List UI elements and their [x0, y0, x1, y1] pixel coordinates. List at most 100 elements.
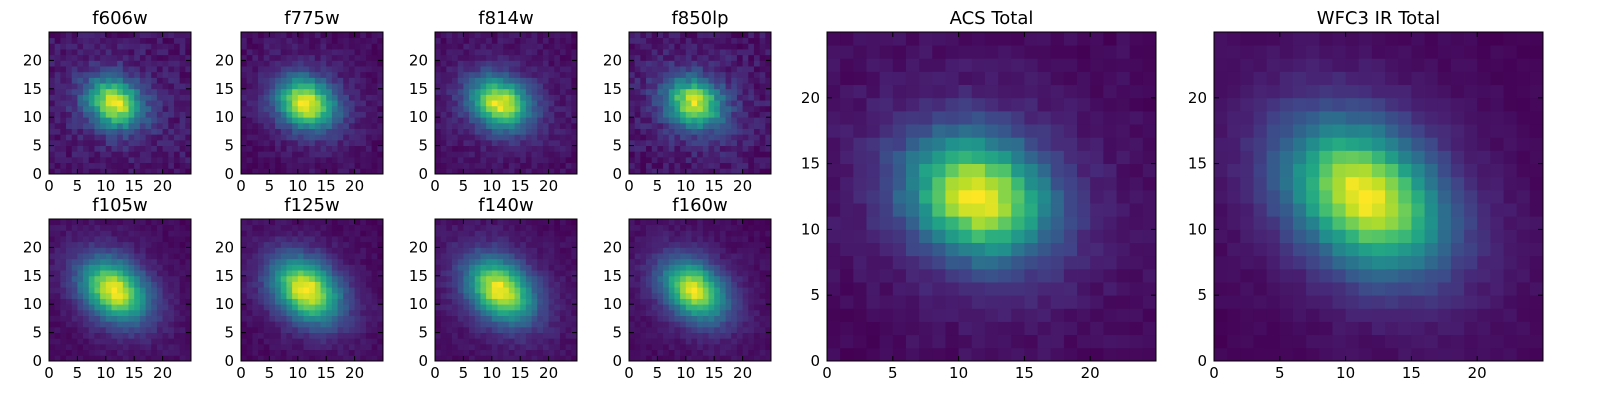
heatmap-cell — [629, 43, 636, 50]
heatmap-cell — [365, 230, 373, 237]
heatmap-cell — [145, 241, 152, 248]
heatmap-cell — [365, 49, 373, 56]
heatmap-cell — [371, 60, 378, 67]
heatmap-cell — [134, 264, 141, 271]
heatmap-cell — [463, 230, 470, 237]
heatmap-cell — [297, 122, 304, 129]
heatmap-cell — [520, 275, 527, 282]
heatmap-cell — [725, 66, 732, 73]
heatmap-cell — [162, 71, 169, 78]
heatmap-cell — [753, 122, 761, 129]
heatmap-cell — [122, 71, 129, 78]
heatmap-cell — [435, 122, 442, 129]
heatmap-cell — [668, 37, 675, 44]
heatmap-cell — [168, 117, 175, 124]
heatmap-cell — [452, 253, 459, 260]
heatmap-cell — [326, 151, 333, 158]
heatmap-cell — [269, 326, 276, 333]
heatmap-cell — [537, 304, 544, 311]
heatmap-cell — [702, 151, 709, 158]
heatmap-cell — [111, 60, 118, 67]
heatmap-cell — [331, 105, 338, 112]
heatmap-cell — [156, 270, 163, 277]
heatmap-cell — [714, 338, 721, 345]
heatmap-cell — [117, 105, 124, 112]
heatmap-cell — [139, 139, 146, 146]
heatmap-cell — [440, 343, 447, 351]
heatmap-cell — [252, 321, 259, 328]
heatmap-cell — [122, 287, 129, 294]
heatmap-cell — [83, 134, 90, 141]
heatmap-cell — [105, 32, 112, 39]
heatmap-cell — [559, 219, 567, 226]
heatmap-cell — [168, 338, 175, 345]
heatmap-cell — [320, 309, 327, 316]
heatmap-cell — [651, 298, 658, 305]
heatmap-cell — [151, 281, 158, 288]
heatmap-cell — [54, 134, 61, 141]
heatmap-cell — [371, 43, 378, 50]
heatmap-cell — [685, 156, 692, 164]
heatmap-cell — [258, 315, 265, 322]
heatmap-cell — [354, 151, 361, 158]
heatmap-cell — [297, 139, 304, 146]
heatmap-cell — [702, 77, 709, 84]
heatmap-cell — [685, 43, 692, 50]
heatmap-cell — [168, 32, 175, 39]
heatmap-cell — [634, 349, 641, 356]
heatmap-cell — [173, 43, 181, 50]
heatmap-cell — [139, 321, 146, 328]
heatmap-cell — [542, 275, 549, 282]
heatmap-cell — [469, 287, 476, 294]
heatmap-cell — [71, 54, 78, 61]
heatmap-cell — [531, 60, 538, 67]
heatmap-cell — [491, 281, 498, 288]
heatmap-cell — [122, 54, 129, 61]
heatmap-cell — [179, 54, 186, 61]
heatmap-cell — [263, 236, 270, 243]
heatmap-cell — [66, 355, 73, 362]
heatmap-cell — [326, 134, 333, 141]
heatmap-cell — [100, 94, 107, 101]
heatmap-cell — [258, 128, 265, 135]
heatmap-cell — [173, 326, 181, 333]
heatmap-cell — [49, 88, 56, 95]
heatmap-cell — [252, 162, 259, 169]
heatmap-cell — [708, 94, 715, 101]
heatmap-cell — [571, 343, 578, 351]
heatmap-cell — [651, 66, 658, 73]
heatmap-cell — [241, 247, 248, 254]
heatmap-cell — [377, 117, 384, 124]
heatmap-cell — [252, 343, 259, 351]
heatmap-cell — [765, 349, 772, 356]
heatmap-cell — [657, 105, 664, 112]
heatmap-cell — [565, 49, 572, 56]
heatmap-cell — [531, 309, 538, 316]
heatmap-cell — [168, 247, 175, 254]
heatmap-cell — [297, 156, 304, 164]
heatmap-cell — [83, 117, 90, 124]
heatmap-cell — [54, 151, 61, 158]
heatmap-cell — [156, 122, 163, 129]
x-tick-label: 20 — [539, 364, 558, 382]
heatmap-cell — [514, 134, 521, 141]
heatmap-cell — [343, 355, 350, 362]
heatmap-cell — [377, 60, 384, 67]
heatmap-cell — [168, 105, 175, 112]
y-tick-label: 20 — [215, 51, 234, 69]
heatmap-cell — [275, 94, 282, 101]
heatmap-cell — [309, 100, 316, 107]
heatmap-cell — [452, 151, 459, 158]
heatmap-cell — [348, 88, 355, 95]
heatmap-cell — [269, 156, 276, 164]
heatmap-cell — [185, 37, 192, 44]
heatmap-cell — [503, 71, 510, 78]
heatmap-cell — [286, 355, 293, 362]
heatmap-cell — [685, 60, 692, 67]
heatmap-cell — [145, 100, 152, 107]
heatmap-cell — [629, 281, 636, 288]
heatmap-cell — [691, 292, 698, 299]
heatmap-cell — [173, 117, 181, 124]
heatmap-cell — [337, 117, 344, 124]
heatmap-cell — [446, 77, 453, 84]
